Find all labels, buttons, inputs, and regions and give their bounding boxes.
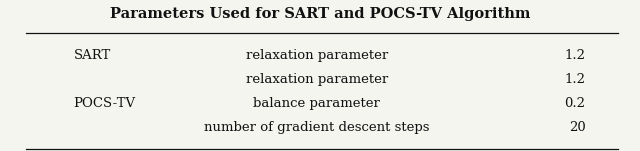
Text: number of gradient descent steps: number of gradient descent steps	[204, 121, 429, 134]
Text: 0.2: 0.2	[564, 97, 586, 110]
Text: POCS-TV: POCS-TV	[74, 97, 136, 110]
Text: 20: 20	[569, 121, 586, 134]
Text: relaxation parameter: relaxation parameter	[246, 73, 388, 86]
Text: relaxation parameter: relaxation parameter	[246, 49, 388, 62]
Text: SART: SART	[74, 49, 111, 62]
Text: 1.2: 1.2	[564, 49, 586, 62]
Text: 1.2: 1.2	[564, 73, 586, 86]
Text: balance parameter: balance parameter	[253, 97, 380, 110]
Text: Parameters Used for SART and POCS-TV Algorithm: Parameters Used for SART and POCS-TV Alg…	[110, 7, 530, 21]
